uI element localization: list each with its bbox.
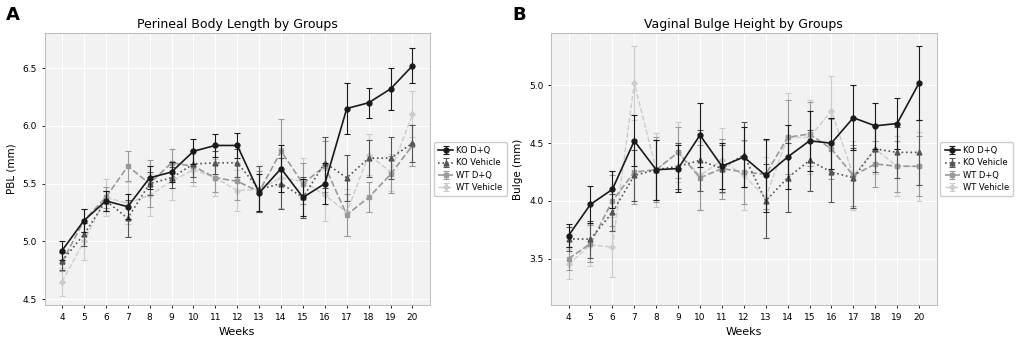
Text: B: B [512, 6, 526, 24]
Legend: KO D+Q, KO Vehicle, WT D+Q, WT Vehicle: KO D+Q, KO Vehicle, WT D+Q, WT Vehicle [433, 142, 506, 196]
Y-axis label: Bulge (mm): Bulge (mm) [513, 139, 523, 200]
Title: Perineal Body Length by Groups: Perineal Body Length by Groups [137, 18, 337, 31]
Y-axis label: PBL (mm): PBL (mm) [7, 144, 17, 194]
X-axis label: Weeks: Weeks [219, 327, 255, 337]
Text: A: A [6, 6, 19, 24]
X-axis label: Weeks: Weeks [725, 327, 761, 337]
Title: Vaginal Bulge Height by Groups: Vaginal Bulge Height by Groups [644, 18, 843, 31]
Legend: KO D+Q, KO Vehicle, WT D+Q, WT Vehicle: KO D+Q, KO Vehicle, WT D+Q, WT Vehicle [940, 142, 1012, 196]
